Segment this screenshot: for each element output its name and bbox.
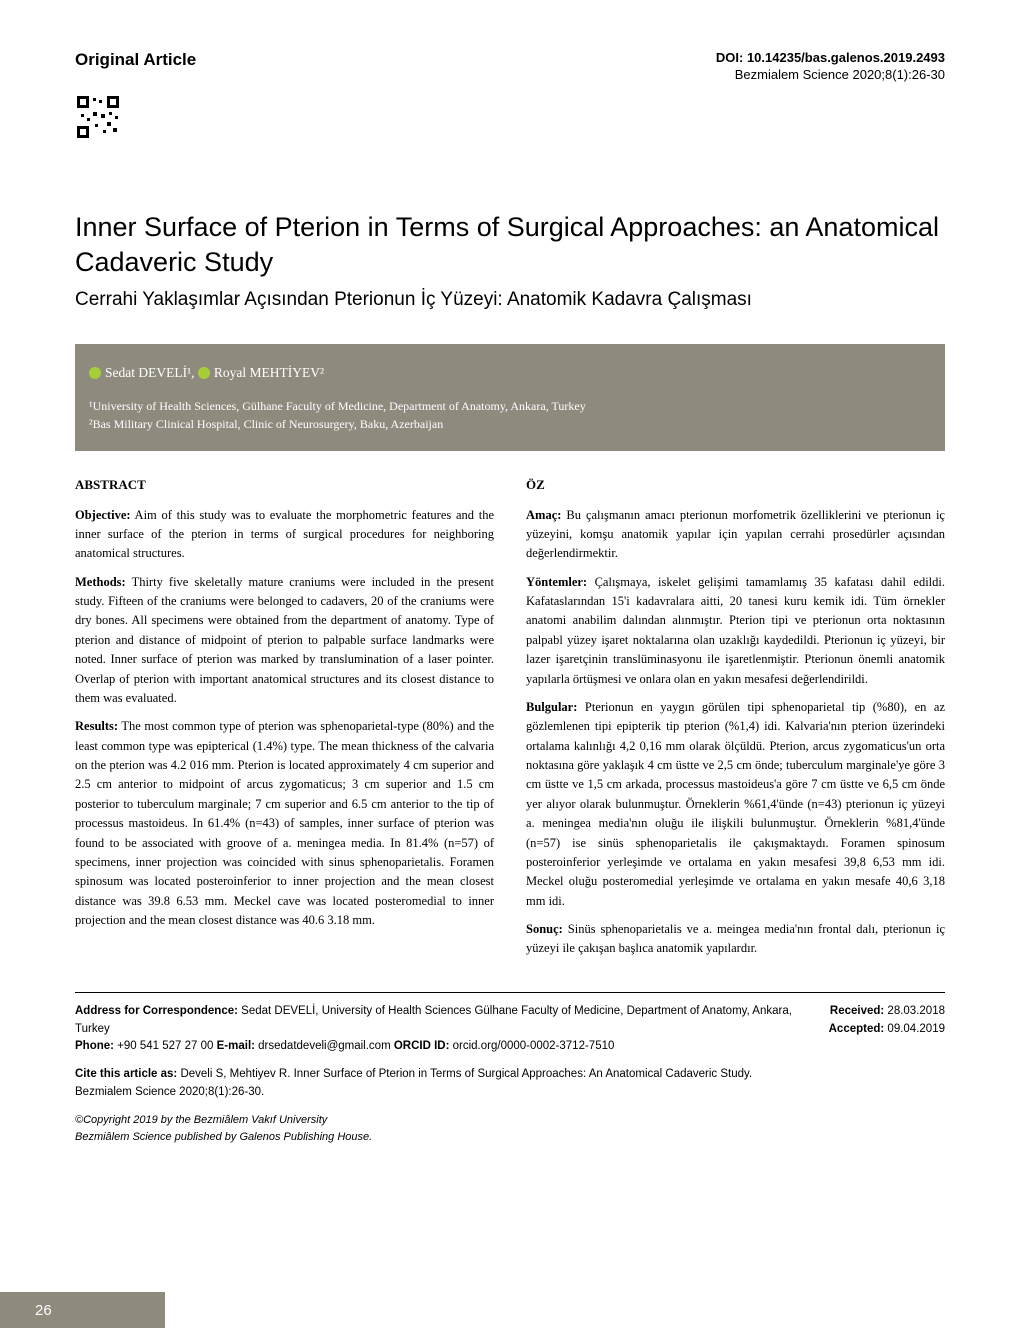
bulgular-text: Pterionun en yaygın görülen tipi sphenop… (526, 700, 945, 908)
article-type: Original Article (75, 50, 196, 70)
header-row: Original Article DOI: 10.14235/bas.galen… (75, 50, 945, 82)
results-text: The most common type of pterion was sphe… (75, 719, 494, 927)
objective-label: Objective: (75, 508, 131, 522)
affiliation-2: ²Bas Military Clinical Hospital, Clinic … (89, 415, 931, 433)
objective-text: Aim of this study was to evaluate the mo… (75, 508, 494, 561)
footer-right: Received: 28.03.2018 Accepted: 09.04.201… (829, 1003, 945, 1146)
correspondence-block: Address for Correspondence: Sedat DEVELİ… (75, 1003, 799, 1056)
yontemler-text: Çalışmaya, iskelet gelişimi tamamlamış 3… (526, 575, 945, 686)
cite-block: Cite this article as: Develi S, Mehtiyev… (75, 1066, 799, 1102)
abstract-results-en: Results: The most common type of pterion… (75, 717, 494, 930)
author-2: Royal MEHTİYEV² (214, 365, 324, 380)
amac-label: Amaç: (526, 508, 561, 522)
copyright-2: Bezmiâlem Science published by Galenos P… (75, 1131, 372, 1143)
methods-label: Methods: (75, 575, 126, 589)
address-label: Address for Correspondence: (75, 1005, 238, 1017)
footer: Address for Correspondence: Sedat DEVELİ… (75, 1003, 945, 1146)
abstract-english: ABSTRACT Objective: Aim of this study wa… (75, 475, 494, 967)
email-label: E-mail: (217, 1040, 255, 1052)
abstract-objective-en: Objective: Aim of this study was to eval… (75, 506, 494, 564)
doi-line: DOI: 10.14235/bas.galenos.2019.2493 (716, 50, 945, 65)
methods-text: Thirty five skeletally mature craniums w… (75, 575, 494, 705)
abstract-objective-tr: Amaç: Bu çalışmanın amacı pterionun morf… (526, 506, 945, 564)
orcid-icon (198, 367, 210, 379)
copyright-1: ©Copyright 2019 by the Bezmiâlem Vakıf U… (75, 1114, 327, 1126)
cite-label: Cite this article as: (75, 1068, 177, 1080)
received-label: Received: (830, 1005, 884, 1017)
doi-label: DOI: (716, 50, 743, 65)
accepted-line: Accepted: 09.04.2019 (829, 1021, 945, 1039)
footer-rule (75, 992, 945, 993)
authors-line: Sedat DEVELİ¹, Royal MEHTİYEV² (89, 362, 931, 384)
abstract-methods-tr: Yöntemler: Çalışmaya, iskelet gelişimi t… (526, 573, 945, 689)
results-label: Results: (75, 719, 118, 733)
orcid-text: orcid.org/0000-0002-3712-7510 (449, 1040, 614, 1052)
email-text: drsedatdeveli@gmail.com (255, 1040, 394, 1052)
qr-icon (75, 94, 121, 140)
affiliation-1: ¹University of Health Sciences, Gülhane … (89, 397, 931, 415)
sonuc-text: Sinüs sphenoparietalis ve a. meingea med… (526, 922, 945, 955)
abstract-methods-en: Methods: Thirty five skeletally mature c… (75, 573, 494, 709)
orcid-label: ORCID ID: (394, 1040, 450, 1052)
qr-code (75, 90, 945, 145)
sonuc-label: Sonuç: (526, 922, 563, 936)
article-title: Inner Surface of Pterion in Terms of Sur… (75, 210, 945, 280)
abstract-conclusion-tr: Sonuç: Sinüs sphenoparietalis ve a. mein… (526, 920, 945, 959)
abstract-results-tr: Bulgular: Pterionun en yaygın görülen ti… (526, 698, 945, 911)
doi-value: 10.14235/bas.galenos.2019.2493 (747, 50, 945, 65)
journal-citation: Bezmialem Science 2020;8(1):26-30 (716, 67, 945, 82)
page-number-bar: 26 (0, 1292, 165, 1328)
phone-label: Phone: (75, 1040, 114, 1052)
yontemler-label: Yöntemler: (526, 575, 587, 589)
phone-text: +90 541 527 27 00 (114, 1040, 217, 1052)
cite-text: Develi S, Mehtiyev R. Inner Surface of P… (75, 1068, 752, 1098)
abstracts-row: ABSTRACT Objective: Aim of this study wa… (75, 475, 945, 967)
copyright-block: ©Copyright 2019 by the Bezmiâlem Vakıf U… (75, 1112, 799, 1146)
amac-text: Bu çalışmanın amacı pterionun morfometri… (526, 508, 945, 561)
received-line: Received: 28.03.2018 (829, 1003, 945, 1021)
footer-left: Address for Correspondence: Sedat DEVELİ… (75, 1003, 799, 1146)
bulgular-label: Bulgular: (526, 700, 577, 714)
orcid-icon (89, 367, 101, 379)
accepted-label: Accepted: (829, 1023, 885, 1035)
received-date: 28.03.2018 (884, 1005, 945, 1017)
accepted-date: 09.04.2019 (884, 1023, 945, 1035)
abstract-heading-tr: ÖZ (526, 475, 945, 495)
page-number: 26 (35, 1302, 52, 1319)
authors-box: Sedat DEVELİ¹, Royal MEHTİYEV² ¹Universi… (75, 344, 945, 452)
doi-block: DOI: 10.14235/bas.galenos.2019.2493 Bezm… (716, 50, 945, 82)
author-1: Sedat DEVELİ¹ (105, 365, 191, 380)
article-subtitle: Cerrahi Yaklaşımlar Açısından Pterionun … (75, 287, 945, 314)
abstract-turkish: ÖZ Amaç: Bu çalışmanın amacı pterionun m… (526, 475, 945, 967)
abstract-heading-en: ABSTRACT (75, 475, 494, 495)
